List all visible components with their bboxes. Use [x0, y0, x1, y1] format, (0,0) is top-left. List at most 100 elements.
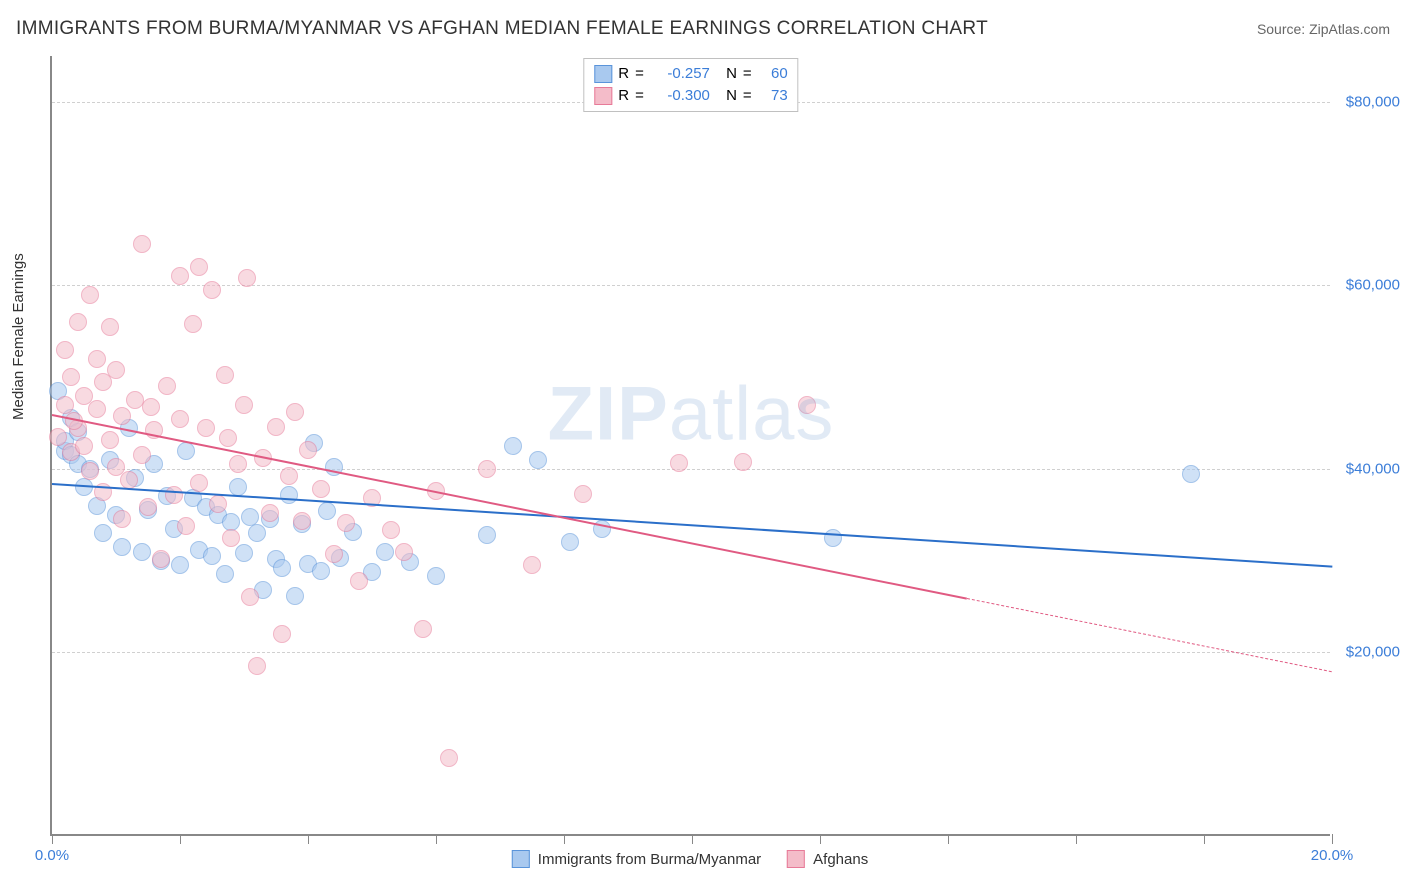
data-point-afghans — [395, 543, 413, 561]
data-point-afghans — [139, 498, 157, 516]
eq: = — [635, 63, 644, 85]
data-point-afghans — [107, 361, 125, 379]
n-value-burma: 60 — [758, 63, 788, 85]
trend-afghans-dashed — [967, 598, 1332, 672]
data-point-afghans — [88, 400, 106, 418]
data-point-afghans — [133, 446, 151, 464]
data-point-afghans — [81, 286, 99, 304]
x-tick — [948, 834, 949, 844]
data-point-afghans — [69, 313, 87, 331]
data-point-burma — [216, 565, 234, 583]
data-point-afghans — [158, 377, 176, 395]
n-label: N — [726, 85, 737, 107]
chart-header: IMMIGRANTS FROM BURMA/MYANMAR VS AFGHAN … — [16, 18, 1390, 40]
data-point-burma — [529, 451, 547, 469]
data-point-burma — [248, 524, 266, 542]
data-point-burma — [824, 529, 842, 547]
data-point-burma — [504, 437, 522, 455]
plot-region: ZIPatlas R = -0.257 N = 60 R = -0.300 N … — [50, 56, 1330, 836]
y-tick-label: $60,000 — [1336, 277, 1400, 294]
data-point-afghans — [209, 495, 227, 513]
data-point-afghans — [81, 462, 99, 480]
data-point-burma — [318, 502, 336, 520]
gridline — [52, 652, 1330, 653]
data-point-afghans — [177, 517, 195, 535]
data-point-afghans — [299, 441, 317, 459]
data-point-afghans — [88, 350, 106, 368]
data-point-afghans — [312, 480, 330, 498]
data-point-afghans — [478, 460, 496, 478]
data-point-burma — [561, 533, 579, 551]
y-tick-label: $40,000 — [1336, 460, 1400, 477]
data-point-burma — [94, 524, 112, 542]
data-point-afghans — [523, 556, 541, 574]
data-point-afghans — [216, 366, 234, 384]
x-tick — [308, 834, 309, 844]
data-point-afghans — [325, 545, 343, 563]
data-point-afghans — [190, 474, 208, 492]
data-point-afghans — [235, 396, 253, 414]
legend-label-afghans: Afghans — [813, 851, 868, 868]
watermark-rest: atlas — [669, 371, 835, 456]
data-point-afghans — [171, 410, 189, 428]
data-point-afghans — [238, 269, 256, 287]
data-point-afghans — [350, 572, 368, 590]
data-point-afghans — [171, 267, 189, 285]
y-axis-label: Median Female Earnings — [10, 253, 27, 420]
source-name: ZipAtlas.com — [1309, 21, 1390, 37]
y-tick-label: $80,000 — [1336, 93, 1400, 110]
data-point-afghans — [241, 588, 259, 606]
legend-label-burma: Immigrants from Burma/Myanmar — [538, 851, 761, 868]
chart-area: ZIPatlas R = -0.257 N = 60 R = -0.300 N … — [50, 56, 1330, 836]
data-point-afghans — [184, 315, 202, 333]
swatch-afghans — [594, 87, 612, 105]
data-point-afghans — [248, 657, 266, 675]
data-point-afghans — [56, 341, 74, 359]
x-tick — [52, 834, 53, 844]
data-point-afghans — [113, 407, 131, 425]
data-point-burma — [235, 544, 253, 562]
data-point-burma — [133, 543, 151, 561]
data-point-afghans — [219, 429, 237, 447]
x-tick-label: 0.0% — [35, 847, 69, 864]
eq: = — [743, 63, 752, 85]
x-tick — [692, 834, 693, 844]
legend-row-afghans: R = -0.300 N = 73 — [594, 85, 787, 107]
x-tick — [564, 834, 565, 844]
data-point-afghans — [734, 453, 752, 471]
data-point-afghans — [222, 529, 240, 547]
swatch-burma — [512, 850, 530, 868]
swatch-burma — [594, 65, 612, 83]
data-point-afghans — [152, 550, 170, 568]
data-point-afghans — [190, 258, 208, 276]
data-point-afghans — [142, 398, 160, 416]
x-tick — [1332, 834, 1333, 844]
data-point-afghans — [203, 281, 221, 299]
series-legend: Immigrants from Burma/Myanmar Afghans — [512, 850, 868, 868]
swatch-afghans — [787, 850, 805, 868]
data-point-burma — [280, 486, 298, 504]
data-point-afghans — [798, 396, 816, 414]
data-point-afghans — [286, 403, 304, 421]
watermark: ZIPatlas — [548, 370, 835, 457]
data-point-afghans — [440, 749, 458, 767]
data-point-afghans — [49, 428, 67, 446]
data-point-burma — [273, 559, 291, 577]
legend-item-afghans: Afghans — [787, 850, 868, 868]
y-tick-label: $20,000 — [1336, 644, 1400, 661]
chart-title: IMMIGRANTS FROM BURMA/MYANMAR VS AFGHAN … — [16, 18, 988, 40]
data-point-burma — [1182, 465, 1200, 483]
chart-source: Source: ZipAtlas.com — [1257, 21, 1390, 37]
x-tick — [180, 834, 181, 844]
data-point-burma — [427, 567, 445, 585]
n-value-afghans: 73 — [758, 85, 788, 107]
r-value-burma: -0.257 — [650, 63, 710, 85]
r-value-afghans: -0.300 — [650, 85, 710, 107]
r-label: R — [618, 85, 629, 107]
data-point-afghans — [337, 514, 355, 532]
data-point-burma — [376, 543, 394, 561]
data-point-burma — [113, 538, 131, 556]
x-tick — [1204, 834, 1205, 844]
x-tick — [436, 834, 437, 844]
legend-row-burma: R = -0.257 N = 60 — [594, 63, 787, 85]
